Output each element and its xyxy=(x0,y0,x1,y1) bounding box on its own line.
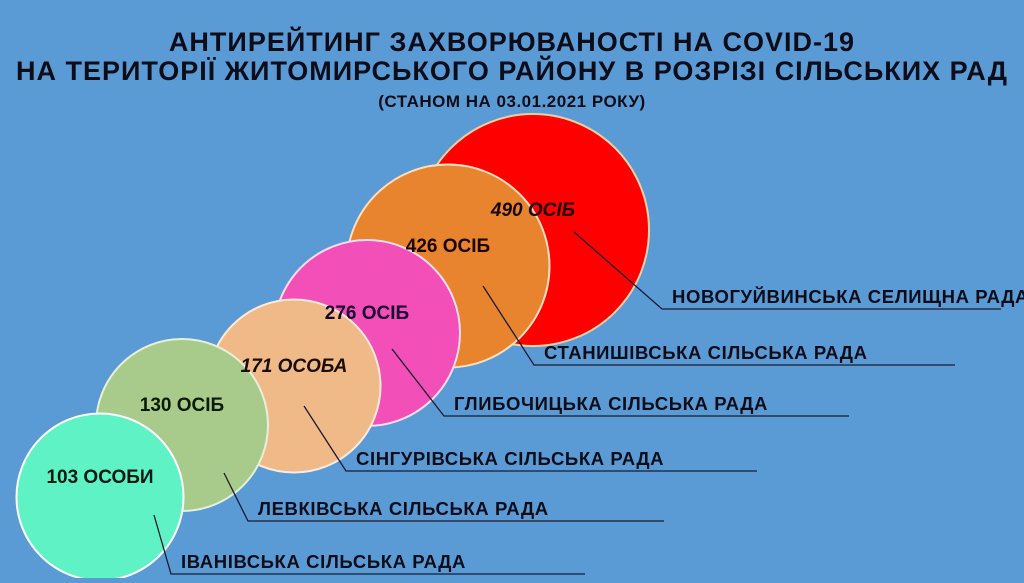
svg-text:490 ОСІБ: 490 ОСІБ xyxy=(490,200,575,221)
svg-text:ЛЕВКІВСЬКА СІЛЬСЬКА РАДА: ЛЕВКІВСЬКА СІЛЬСЬКА РАДА xyxy=(258,498,549,519)
svg-text:130 ОСІБ: 130 ОСІБ xyxy=(140,395,224,416)
svg-text:ГЛИБОЧИЦЬКА СІЛЬСЬКА РАДА: ГЛИБОЧИЦЬКА СІЛЬСЬКА РАДА xyxy=(454,393,768,414)
svg-text:(СТАНОМ НА 03.01.2021 РОКУ): (СТАНОМ НА 03.01.2021 РОКУ) xyxy=(378,92,645,111)
svg-text:426 ОСІБ: 426 ОСІБ xyxy=(406,236,490,257)
svg-text:СТАНИШІВСЬКА СІЛЬСЬКА РАДА: СТАНИШІВСЬКА СІЛЬСЬКА РАДА xyxy=(544,342,868,363)
svg-text:276 ОСІБ: 276 ОСІБ xyxy=(325,303,409,324)
svg-text:171 ОСОБА: 171 ОСОБА xyxy=(241,356,348,377)
svg-text:ІВАНІВСЬКА СІЛЬСЬКА РАДА: ІВАНІВСЬКА СІЛЬСЬКА РАДА xyxy=(181,551,466,572)
svg-text:НОВОГУЙВИНСЬКА СЕЛИЩНА РАДА: НОВОГУЙВИНСЬКА СЕЛИЩНА РАДА xyxy=(672,286,1024,307)
svg-text:103 ОСОБИ: 103 ОСОБИ xyxy=(46,467,153,488)
svg-text:НА ТЕРИТОРІЇ ЖИТОМИРСЬКОГО РАЙ: НА ТЕРИТОРІЇ ЖИТОМИРСЬКОГО РАЙОНУ В РОЗР… xyxy=(16,55,1008,86)
svg-text:АНТИРЕЙТИНГ ЗАХВОРЮВАНОСТІ НА: АНТИРЕЙТИНГ ЗАХВОРЮВАНОСТІ НА COVID-19 xyxy=(169,26,855,57)
svg-text:СІНГУРІВСЬКА СІЛЬСЬКА РАДА: СІНГУРІВСЬКА СІЛЬСЬКА РАДА xyxy=(356,448,664,469)
